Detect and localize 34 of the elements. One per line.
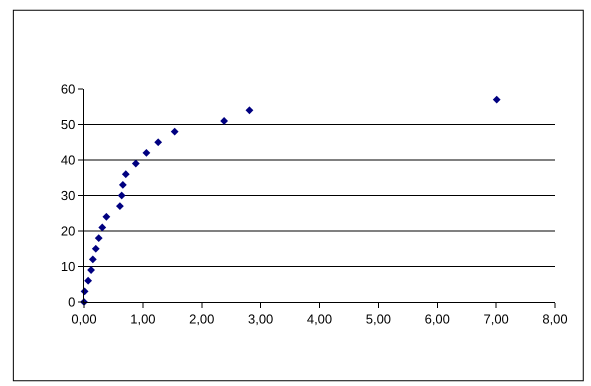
x-tick-label: 1,00 — [130, 312, 156, 327]
point — [220, 117, 228, 125]
point — [98, 224, 106, 232]
y-tick-label: 60 — [60, 82, 76, 97]
point — [88, 256, 97, 264]
x-tick-label: 3,00 — [248, 312, 274, 327]
point — [246, 106, 254, 114]
point — [118, 192, 126, 200]
y-tick-label: 0 — [68, 294, 76, 310]
point — [122, 170, 130, 178]
y-tick-label: 20 — [60, 224, 76, 239]
x-tick-label: 2,00 — [189, 312, 214, 327]
x-tick-label: 4,00 — [306, 312, 332, 327]
point — [154, 138, 162, 146]
point — [492, 96, 501, 104]
point — [92, 244, 100, 253]
x-tick-label: 5,00 — [366, 312, 392, 327]
point — [142, 149, 150, 157]
y-tick-label: 10 — [60, 259, 76, 274]
point — [84, 276, 92, 285]
x-tick-label: 6,00 — [424, 312, 450, 327]
point — [87, 266, 95, 274]
point — [170, 128, 179, 136]
x-tick-label: 8,00 — [542, 312, 568, 327]
x-tick-label: 0,00 — [71, 312, 97, 327]
y-tick-label: 40 — [60, 152, 76, 168]
point — [102, 212, 110, 221]
point — [94, 234, 103, 242]
point — [116, 202, 124, 210]
y-tick-label: 50 — [60, 117, 76, 132]
point — [132, 160, 140, 168]
y-tick-label: 30 — [60, 188, 76, 204]
point — [118, 180, 127, 189]
x-tick-label: 7,00 — [483, 312, 509, 327]
